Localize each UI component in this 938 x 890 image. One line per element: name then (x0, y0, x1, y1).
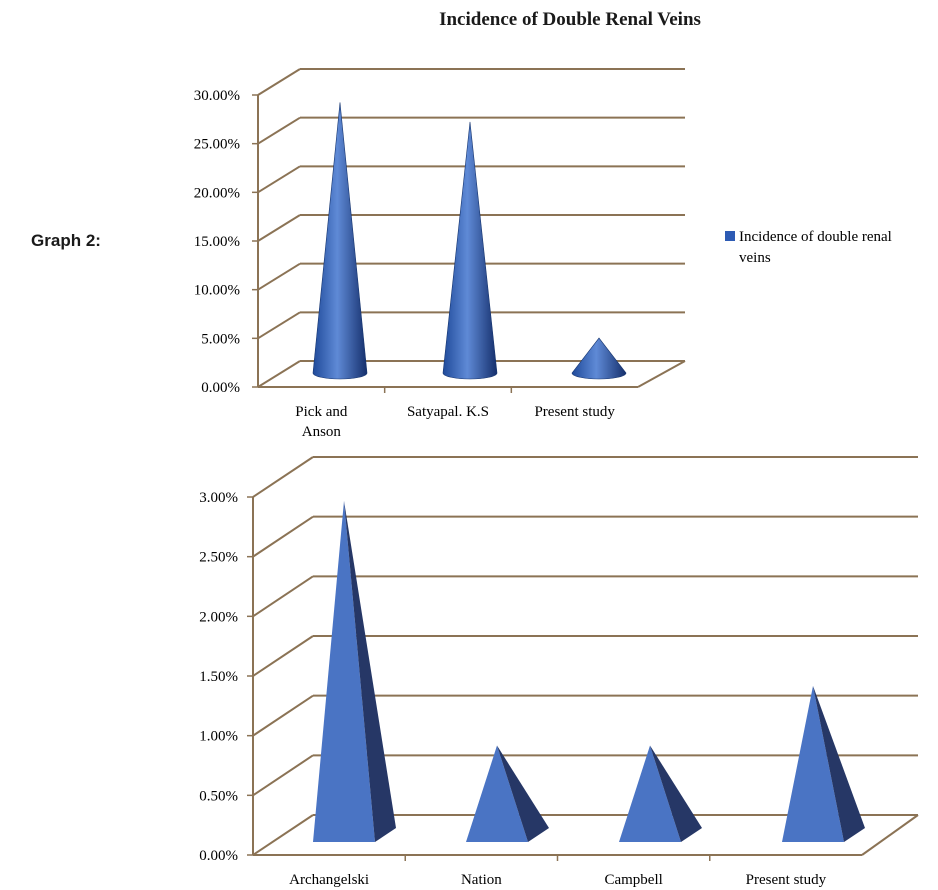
x-category-label: Pick and (295, 404, 348, 420)
y-tick-label: 15.00% (194, 234, 240, 250)
chart-1-series (312, 102, 627, 380)
graph-label: Graph 2: (31, 231, 101, 250)
chart-1-cones: 0.00% 5.00% 10.00% 15.00% 20.00% 25.00% 30.00%… (194, 68, 686, 440)
gridline-side (252, 456, 314, 498)
gridline-side (252, 754, 314, 797)
y-tick-label: 10.00% (194, 283, 240, 299)
gridline-side (257, 214, 301, 242)
legend-label-line-1: Incidence of double renal (739, 229, 892, 245)
gridline-side (252, 694, 314, 737)
pyramid-side-face (344, 500, 396, 842)
gridline-side (252, 515, 314, 558)
cone-body (442, 121, 498, 380)
pyramid-side-face (650, 745, 702, 842)
figure-title: Incidence of Double Renal Veins (439, 9, 701, 30)
y-tick-label: 0.50% (199, 788, 238, 804)
chart-2-pyramids: 0.00% 0.50% 1.00% 1.50% 2.00% 2.50% 3.00% Arch… (199, 456, 919, 888)
pyramid-side-face (813, 685, 865, 842)
y-tick-label: 2.00% (199, 609, 238, 625)
x-category-label: Nation (461, 872, 502, 888)
gridline-side (252, 814, 314, 856)
y-tick-label: 1.50% (199, 669, 238, 685)
chart-1-legend: Incidence of double renal veins (725, 229, 892, 266)
chart-1-x-axis: Pick and Anson Satyapal. K.S Present study (295, 387, 615, 440)
cone-bar (571, 337, 627, 380)
pyramid-bar (313, 500, 396, 842)
pyramid-bar (782, 685, 865, 842)
pyramid-side-face (497, 745, 549, 842)
floor-edge (861, 814, 919, 856)
y-tick-label: 3.00% (199, 490, 238, 506)
cone-bar (312, 102, 368, 380)
chart-1-y-axis: 0.00% 5.00% 10.00% 15.00% 20.00% 25.00% 30.00% (194, 88, 240, 396)
gridline-side (257, 68, 301, 96)
y-tick-label: 20.00% (194, 185, 240, 201)
gridline-side (252, 575, 314, 618)
pyramid-front-face (619, 745, 681, 842)
y-tick-label: 25.00% (194, 137, 240, 153)
pyramid-bar (466, 745, 549, 842)
chart-2-grid (247, 456, 919, 856)
pyramid-front-face (313, 500, 375, 842)
y-tick-label: 1.00% (199, 729, 238, 745)
pyramid-front-face (466, 745, 528, 842)
x-category-label: Archangelski (289, 872, 369, 888)
y-tick-label: 5.00% (201, 331, 240, 347)
gridline-side (257, 311, 301, 340)
legend-swatch (725, 231, 735, 241)
chart-2-y-axis: 0.00% 0.50% 1.00% 1.50% 2.00% 2.50% 3.00% (199, 490, 238, 864)
pyramid-front-face (782, 685, 844, 842)
x-category-label: Present study (746, 872, 827, 888)
chart-2-x-axis: Archangelski Nation Campbell Present study (289, 855, 827, 888)
legend-label-line-2: veins (739, 250, 771, 266)
x-category-label: Campbell (604, 872, 662, 888)
gridline-side (257, 165, 301, 194)
gridline-side (257, 116, 301, 145)
gridline-side (252, 635, 314, 677)
gridline-side (257, 262, 301, 291)
pyramid-bar (619, 745, 702, 842)
chart-2-series (313, 500, 865, 842)
x-category-label: Present study (534, 404, 615, 420)
y-tick-label: 0.00% (199, 848, 238, 864)
y-tick-label: 0.00% (201, 380, 240, 396)
cone-bar (442, 121, 498, 380)
cone-body (312, 102, 368, 380)
floor-edge (637, 360, 686, 388)
y-tick-label: 2.50% (199, 550, 238, 566)
gridline-side (257, 360, 301, 388)
x-category-label: Anson (302, 424, 342, 440)
y-tick-label: 30.00% (194, 88, 240, 104)
cone-body (571, 337, 627, 380)
chart-1-grid (252, 68, 686, 388)
x-category-label: Satyapal. K.S (407, 404, 489, 420)
